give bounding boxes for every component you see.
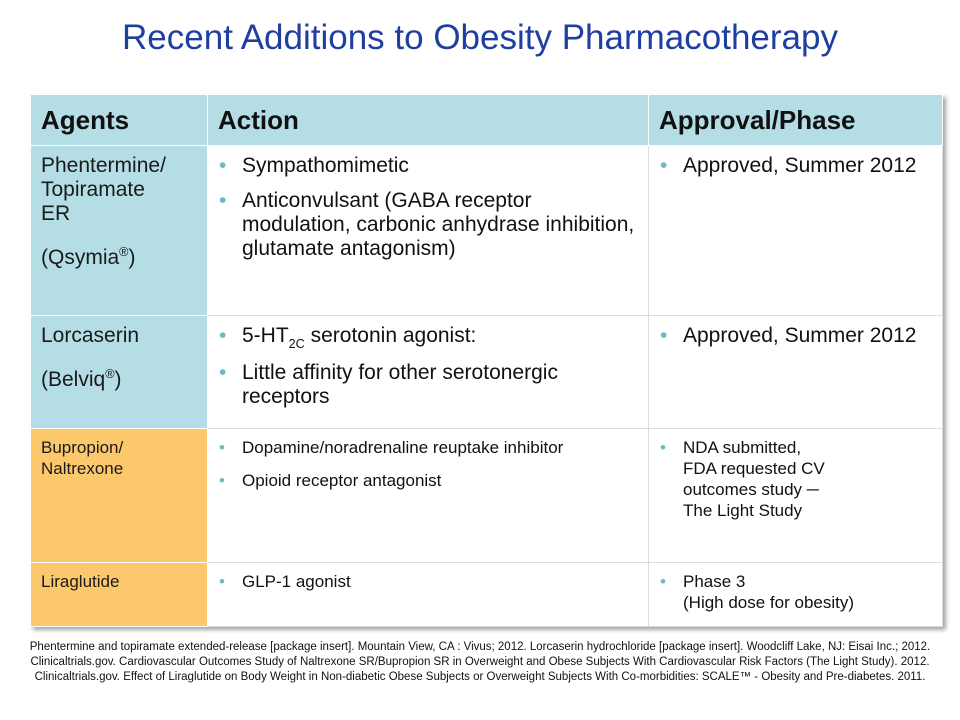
agent-name-line: Bupropion/ (41, 438, 124, 457)
agent-cell: Phentermine/ Topiramate ER (Qsymia®) (30, 145, 208, 316)
action-cell: 5-HT2C serotonin agonist: Little affinit… (207, 315, 649, 429)
approval-item: Phase 3 (High dose for obesity) (657, 571, 934, 613)
brand-name: (Qsymia®) (41, 245, 136, 269)
pharmacotherapy-table: Agents Action Approval/Phase Phentermine… (30, 94, 943, 627)
action-item: Sympathomimetic (216, 154, 640, 178)
approval-item: NDA submitted, FDA requested CV outcomes… (657, 437, 934, 521)
agent-name-line: Topiramate (41, 178, 145, 201)
agent-name-line: Naltrexone (41, 459, 124, 478)
references-footnote: Phentermine and topiramate extended-rele… (29, 641, 931, 683)
table-row: Liraglutide GLP-1 agonist Phase 3 (High … (30, 562, 943, 627)
approval-item: Approved, Summer 2012 (657, 324, 934, 348)
action-item: Opioid receptor antagonist (216, 470, 640, 491)
agent-name-line: ER (41, 202, 71, 225)
approval-cell: NDA submitted, FDA requested CV outcomes… (648, 428, 943, 563)
table-header-row: Agents Action Approval/Phase (30, 94, 943, 146)
header-action: Action (207, 94, 649, 146)
action-cell: Dopamine/noradrenaline reuptake inhibito… (207, 428, 649, 563)
agent-name-line: Lorcaserin (41, 324, 140, 347)
agent-name-line: Liraglutide (41, 572, 120, 591)
approval-cell: Phase 3 (High dose for obesity) (648, 562, 943, 627)
slide-title: Recent Additions to Obesity Pharmacother… (122, 18, 838, 57)
agent-cell: Lorcaserin (Belviq®) (30, 315, 208, 429)
approval-cell: Approved, Summer 2012 (648, 315, 943, 429)
action-item: Little affinity for other serotonergic r… (216, 361, 640, 409)
action-cell: Sympathomimetic Anticonvulsant (GABA rec… (207, 145, 649, 316)
brand-name: (Belviq®) (41, 367, 122, 391)
action-item: Anticonvulsant (GABA receptor modulation… (216, 189, 640, 261)
action-item: 5-HT2C serotonin agonist: (216, 324, 640, 351)
agent-cell: Bupropion/ Naltrexone (30, 428, 208, 563)
action-cell: GLP-1 agonist (207, 562, 649, 627)
agent-name-line: Phentermine/ (41, 154, 166, 177)
header-approval: Approval/Phase (648, 94, 943, 146)
approval-item: Approved, Summer 2012 (657, 154, 934, 178)
agent-cell: Liraglutide (30, 562, 208, 627)
approval-cell: Approved, Summer 2012 (648, 145, 943, 316)
table-row: Phentermine/ Topiramate ER (Qsymia®) Sym… (30, 145, 943, 316)
table-row: Bupropion/ Naltrexone Dopamine/noradrena… (30, 428, 943, 563)
table-row: Lorcaserin (Belviq®) 5-HT2C serotonin ag… (30, 315, 943, 429)
header-agents: Agents (30, 94, 208, 146)
action-item: GLP-1 agonist (216, 571, 640, 592)
action-item: Dopamine/noradrenaline reuptake inhibito… (216, 437, 640, 458)
